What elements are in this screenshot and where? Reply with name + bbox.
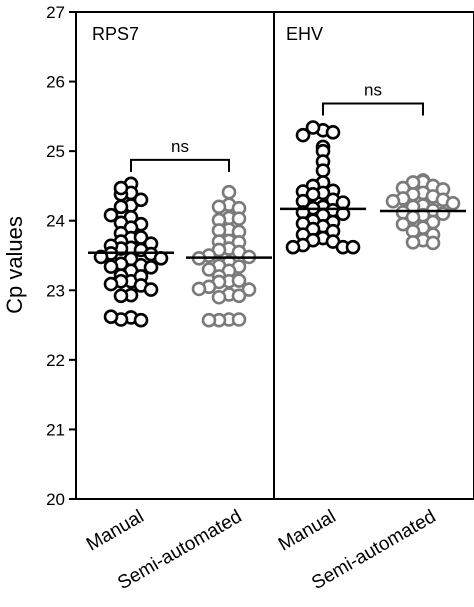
data-point xyxy=(221,184,237,200)
data-point xyxy=(143,282,159,297)
significance-bracket xyxy=(322,102,424,116)
y-tick-label: 23 xyxy=(46,281,65,300)
data-point xyxy=(285,239,301,255)
data-point xyxy=(143,260,159,275)
data-point xyxy=(201,262,217,277)
data-point xyxy=(345,239,361,255)
y-tick-label: 20 xyxy=(46,490,65,509)
y-axis-label: Cp values xyxy=(2,216,27,314)
group-manual xyxy=(88,176,174,328)
data-point xyxy=(103,207,119,223)
data-point xyxy=(295,127,311,143)
data-point xyxy=(113,180,129,196)
data-point xyxy=(211,289,227,305)
data-point xyxy=(231,288,247,304)
y-axis: 20 21 22 23 24 25 26 27 xyxy=(46,3,76,509)
data-point xyxy=(103,259,119,274)
data-point xyxy=(113,199,129,215)
group-semi-automated xyxy=(186,184,272,328)
data-point xyxy=(201,312,217,328)
significance-bracket xyxy=(130,158,230,172)
panel-title: EHV xyxy=(286,24,323,44)
y-tick-label: 27 xyxy=(46,3,65,22)
group-manual xyxy=(280,120,366,255)
data-point xyxy=(191,281,207,297)
data-point xyxy=(153,250,169,266)
data-point xyxy=(133,192,149,208)
data-point xyxy=(305,120,321,135)
data-point xyxy=(103,276,119,292)
data-point xyxy=(133,312,149,328)
panel-ehv: EHV ns xyxy=(280,24,466,255)
chart-panels: RPS7 ns EHV ns xyxy=(88,24,466,328)
x-category-label: Manual xyxy=(83,506,147,555)
y-tick-label: 22 xyxy=(46,351,65,370)
data-point xyxy=(325,125,341,140)
data-point xyxy=(231,312,247,327)
data-point xyxy=(103,309,119,325)
y-tick-label: 21 xyxy=(46,420,65,439)
significance-label: ns xyxy=(171,137,189,156)
group-semi-automated xyxy=(380,173,466,251)
data-point xyxy=(425,235,441,251)
data-point xyxy=(315,163,331,178)
panel-title: RPS7 xyxy=(92,24,139,44)
data-point xyxy=(305,186,321,202)
data-point xyxy=(405,234,421,250)
y-tick-label: 24 xyxy=(46,212,65,231)
panel-rps7: RPS7 ns xyxy=(88,24,272,328)
plot-frame xyxy=(75,11,474,500)
y-tick-label: 26 xyxy=(46,73,65,92)
y-tick-label: 25 xyxy=(46,142,65,161)
data-point xyxy=(113,288,129,304)
data-point xyxy=(211,199,227,215)
data-point xyxy=(445,196,461,211)
x-category-label: Manual xyxy=(275,506,339,555)
data-point xyxy=(231,273,247,288)
significance-label: ns xyxy=(364,80,382,99)
data-point xyxy=(241,282,257,297)
data-point xyxy=(231,211,247,226)
data-point xyxy=(385,193,401,209)
data-point xyxy=(395,216,411,232)
